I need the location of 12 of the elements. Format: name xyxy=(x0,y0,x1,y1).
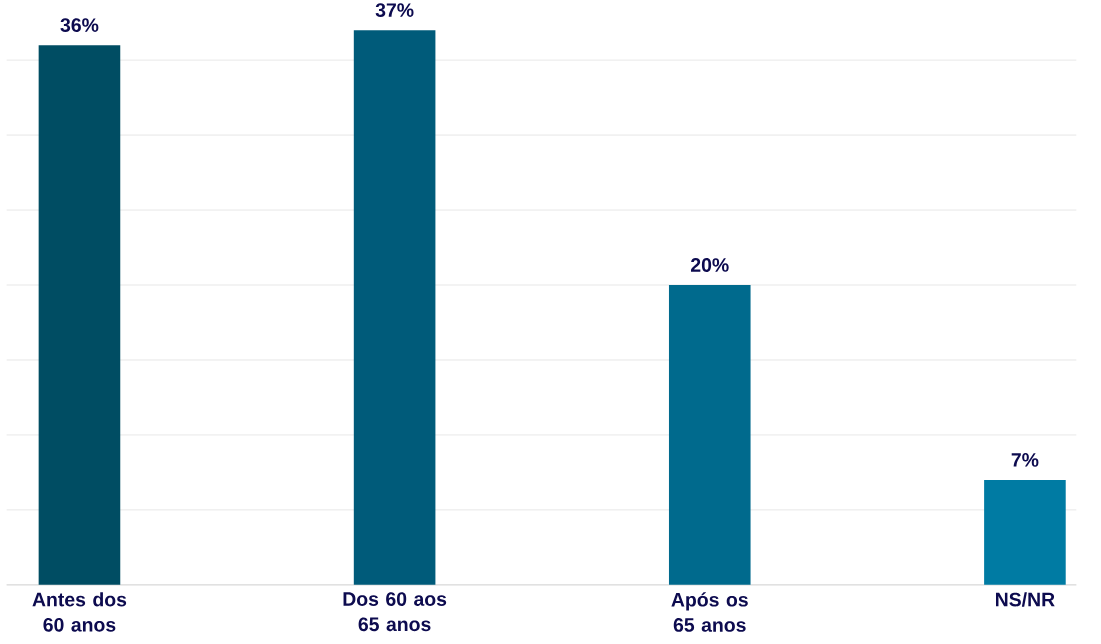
data-label: 7% xyxy=(1011,453,1039,467)
bar xyxy=(38,45,121,585)
bar xyxy=(353,30,436,585)
bar xyxy=(984,479,1066,585)
data-label: 36% xyxy=(60,18,99,32)
bar xyxy=(668,284,751,585)
data-label: 20% xyxy=(690,258,729,272)
data-label: 37% xyxy=(375,3,414,17)
x-tick-label: Antes dos 60 anos xyxy=(32,592,127,632)
x-tick-label: Após os 65 anos xyxy=(671,592,748,632)
x-tick-label: NS/NR xyxy=(995,592,1055,607)
x-tick-label: Dos 60 aos 65 anos xyxy=(343,592,447,632)
